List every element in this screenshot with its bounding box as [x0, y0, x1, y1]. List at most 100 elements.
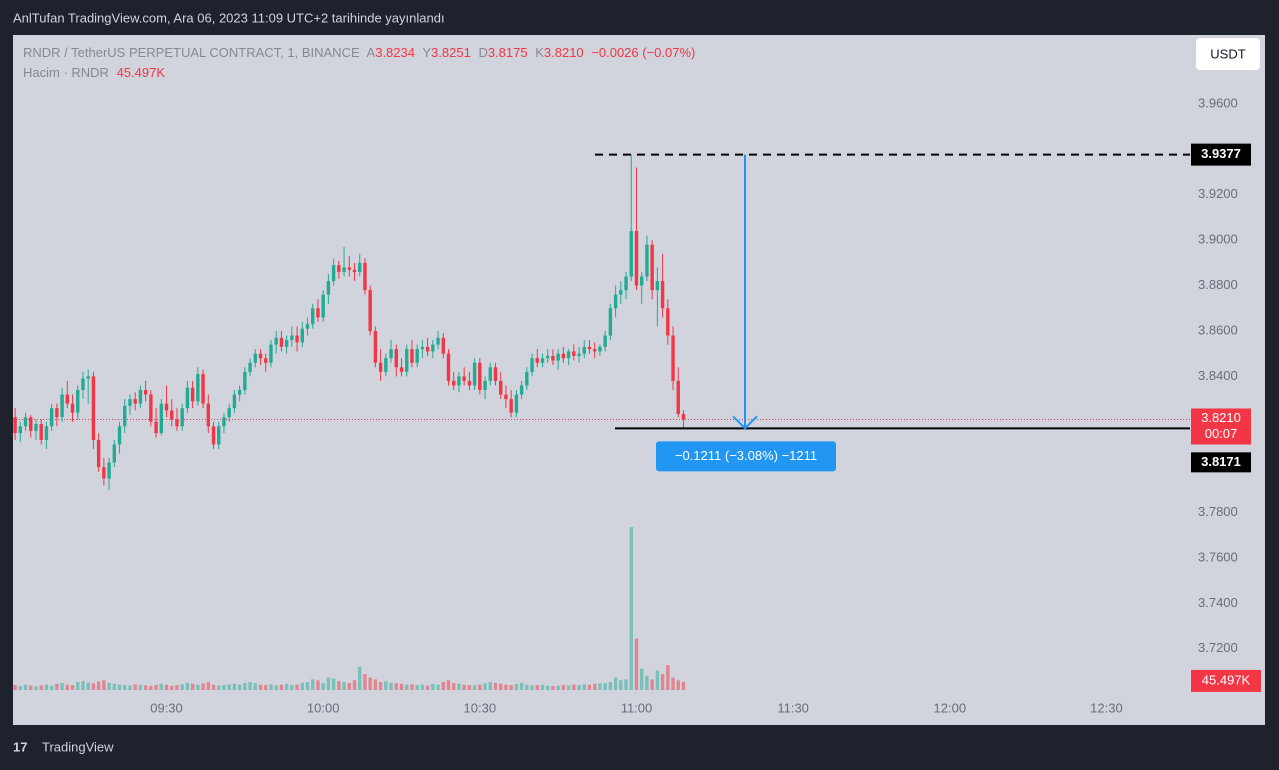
candle-body: [23, 417, 28, 427]
volume-bar: [86, 682, 90, 690]
x-tick-label: 12:30: [1090, 700, 1123, 715]
y-tick-label: 3.7400: [1198, 595, 1238, 610]
candle-body: [420, 346, 425, 350]
volume-bar: [410, 684, 414, 690]
candle-body: [300, 328, 304, 343]
candle-body: [39, 424, 43, 440]
volume-bar: [123, 685, 127, 690]
candle-body: [655, 281, 660, 291]
volume-bar: [363, 674, 367, 690]
volume-bar: [681, 681, 686, 690]
volume-bar: [399, 683, 404, 690]
plot: 3.72003.74003.76003.78003.80003.82003.84…: [13, 95, 1261, 715]
candle-body: [170, 410, 174, 420]
volume-bar: [645, 675, 649, 690]
symbol-legend: RNDR / TetherUS PERPETUAL CONTRACT, 1, B…: [23, 45, 695, 60]
volume-bar: [572, 684, 576, 690]
volume-bar: [488, 682, 492, 690]
candle-body: [274, 337, 278, 345]
x-tick-label: 11:30: [777, 700, 809, 715]
volume-bar: [394, 683, 398, 690]
volume-bar: [117, 684, 122, 690]
candle-body: [107, 462, 111, 479]
volume-bar: [378, 682, 383, 690]
legend-key: K: [535, 45, 544, 60]
legend-key: D: [478, 45, 487, 60]
volume-bar: [347, 682, 351, 690]
candle-body: [211, 426, 216, 445]
publisher: AnlTufan TradingView.com, Ara 06, 2023 1…: [13, 10, 445, 25]
candle-body: [587, 346, 592, 350]
candle-body: [405, 349, 409, 372]
candle-body: [478, 362, 482, 390]
volume-bar: [420, 684, 425, 690]
volume-bar: [102, 680, 106, 690]
candle-body: [629, 231, 633, 277]
volume-bar: [201, 683, 205, 690]
currency[interactable]: USDT: [1210, 46, 1245, 61]
candle-body: [91, 376, 96, 440]
candle-body: [196, 374, 200, 402]
candle-body: [13, 417, 17, 434]
volume-bar: [217, 685, 221, 690]
volume-bar: [107, 682, 111, 690]
candle-body: [462, 376, 466, 381]
volume-bar: [290, 685, 294, 690]
volume-bar: [373, 679, 378, 690]
candle-body: [279, 337, 284, 347]
candle-body: [619, 290, 623, 295]
volume-bar: [34, 686, 38, 690]
volume-bar: [519, 682, 524, 690]
y-tick-label: 3.8400: [1198, 368, 1238, 383]
volume-bar: [133, 684, 137, 690]
volume-bar: [530, 685, 534, 690]
volume-bar: [284, 683, 289, 690]
volume-bar: [352, 680, 357, 690]
candle-body: [603, 335, 607, 347]
volume-bar: [603, 682, 607, 690]
volume-value: 45.497K: [117, 65, 166, 80]
volume-bar: [535, 685, 539, 690]
candle-body: [117, 426, 122, 445]
y-tick-label: 3.7800: [1198, 504, 1238, 519]
candle-body: [326, 281, 331, 295]
y-tick-label: 3.9000: [1198, 232, 1238, 247]
candle-body: [143, 389, 148, 395]
volume-bar: [13, 685, 17, 690]
candle-body: [624, 276, 628, 291]
candle-body: [206, 403, 210, 427]
candle-body: [217, 426, 221, 445]
candle-body: [128, 399, 132, 406]
candle-body: [530, 358, 534, 372]
volume-bar: [514, 683, 519, 690]
candle-body: [425, 346, 430, 352]
price-box: [1191, 143, 1251, 166]
volume-bar: [149, 686, 153, 690]
currency-button[interactable]: [1196, 38, 1260, 70]
price-box-label: 3.8171: [1201, 454, 1241, 469]
candle-body: [138, 389, 143, 404]
volume-bar: [196, 684, 200, 690]
candle-body: [446, 353, 451, 381]
candle-body: [159, 403, 163, 434]
volume-bar: [279, 684, 284, 690]
candle-body: [509, 399, 513, 413]
volume-bar: [175, 685, 179, 690]
volume-bar: [211, 684, 216, 690]
candle-body: [201, 374, 205, 404]
volume-bar: [248, 682, 252, 690]
volume-bar: [29, 685, 33, 690]
candle-body: [358, 262, 362, 272]
candle-body: [164, 403, 169, 411]
volume-bar: [457, 683, 461, 690]
candle-body: [18, 426, 23, 434]
last-price-label: 3.8210: [1201, 410, 1241, 425]
candle-body: [436, 337, 440, 345]
legend-value: 3.8251: [431, 45, 471, 60]
y-tick-label: 3.9600: [1198, 95, 1238, 110]
legend-value: 3.8175: [488, 45, 528, 60]
volume-bar: [342, 682, 346, 690]
candle-body: [634, 231, 639, 286]
volume-bar: [441, 682, 445, 690]
chart-pane: [13, 35, 1265, 725]
